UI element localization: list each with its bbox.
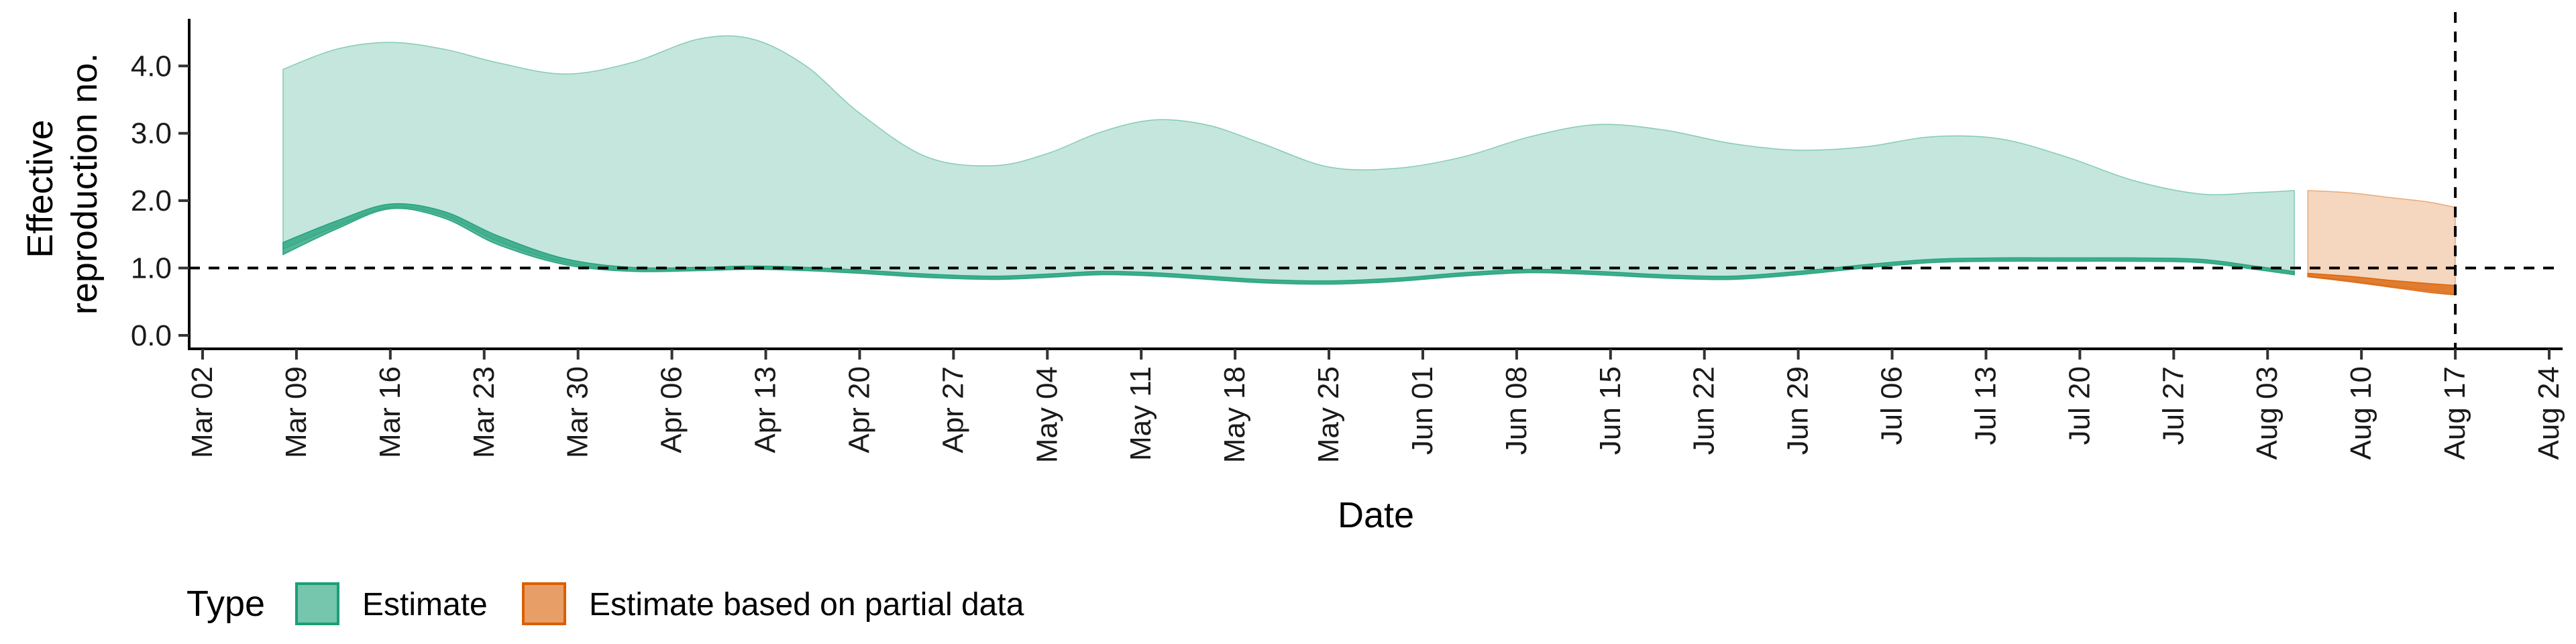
x-tick-label: Aug 03 bbox=[2251, 366, 2284, 460]
y-tick-label: 0.0 bbox=[131, 319, 172, 352]
x-tick-label: Mar 09 bbox=[280, 366, 313, 458]
legend-title: Type bbox=[186, 584, 265, 624]
x-tick-label: Apr 20 bbox=[843, 366, 875, 453]
y-axis-title: Effective reproduction no. bbox=[20, 53, 105, 315]
axes-layer: 0.0 1.0 2.0 3.0 4.0 Mar 02 Mar 09 Mar 16 Mar 23 M… bbox=[131, 19, 2565, 463]
band-outer-estimate bbox=[282, 35, 2295, 284]
x-tick-label: Jun 08 bbox=[1500, 366, 1533, 455]
x-tick-label: Apr 27 bbox=[936, 366, 969, 453]
x-tick-label: Mar 16 bbox=[374, 366, 407, 458]
legend-key-partial-data bbox=[522, 582, 566, 625]
x-tick-label: Jul 06 bbox=[1876, 366, 1909, 445]
x-tick-label: Jun 29 bbox=[1782, 366, 1815, 455]
x-tick-label: Jul 27 bbox=[2157, 366, 2190, 445]
x-tick-label: Jul 20 bbox=[2063, 366, 2096, 445]
legend-label-partial-data: Estimate based on partial data bbox=[589, 587, 1024, 623]
x-tick-label: Aug 24 bbox=[2532, 366, 2565, 460]
y-tick-label: 4.0 bbox=[131, 50, 172, 83]
x-tick-label: Apr 06 bbox=[655, 366, 688, 453]
reference-lines bbox=[189, 12, 2563, 349]
band-inner-estimate bbox=[282, 203, 2295, 285]
y-axis-title-line-1: Effective bbox=[20, 119, 60, 258]
x-tick-label: May 04 bbox=[1030, 366, 1063, 463]
x-tick-label: Mar 23 bbox=[468, 366, 500, 458]
x-tick-label: Aug 17 bbox=[2438, 366, 2471, 460]
bands-layer bbox=[282, 35, 2456, 296]
x-tick-label: Apr 13 bbox=[749, 366, 782, 453]
x-tick-label: Mar 30 bbox=[561, 366, 594, 458]
x-tick-label: Jul 13 bbox=[1969, 366, 2002, 445]
y-tick-label: 3.0 bbox=[131, 117, 172, 150]
legend: Type Estimate Estimate based on partial … bbox=[186, 582, 1024, 625]
y-tick-label: 1.0 bbox=[131, 252, 172, 285]
y-tick-label: 2.0 bbox=[131, 184, 172, 217]
legend-key-estimate bbox=[295, 582, 339, 625]
x-tick-label: Aug 10 bbox=[2345, 366, 2377, 460]
x-tick-label: Jun 01 bbox=[1406, 366, 1439, 455]
x-tick-label: May 11 bbox=[1124, 366, 1157, 461]
x-tick-label: Mar 02 bbox=[186, 366, 219, 458]
legend-label-estimate: Estimate bbox=[362, 587, 488, 623]
x-tick-label: May 25 bbox=[1312, 366, 1345, 463]
x-tick-label: Jun 22 bbox=[1688, 366, 1721, 455]
x-tick-label: May 18 bbox=[1218, 366, 1251, 463]
x-tick-label: Jun 15 bbox=[1594, 366, 1627, 455]
x-axis-title: Date bbox=[1338, 495, 1414, 535]
y-axis-title-line-2: reproduction no. bbox=[64, 53, 105, 315]
